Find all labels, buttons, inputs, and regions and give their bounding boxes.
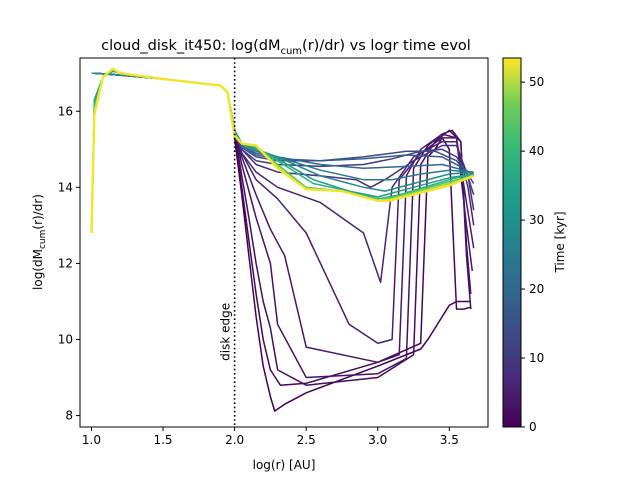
y-tick-label: 14 (58, 180, 73, 194)
plot-frame (79, 57, 489, 428)
colorbar-tick-label: 40 (529, 144, 544, 158)
y-axis: 8 10 12 14 16 (58, 104, 80, 423)
colorbar-tick-label: 0 (529, 420, 537, 434)
x-tick-label: 1.0 (82, 433, 101, 447)
colorbar-label: Time [kyr] (553, 211, 567, 273)
colorbar-tick-label: 50 (529, 75, 544, 89)
colorbar-tick-label: 10 (529, 351, 544, 365)
chart-title: cloud_disk_it450: log(dMcum(r)/dr) vs lo… (101, 38, 471, 57)
colorbar-tick-label: 30 (529, 213, 544, 227)
colorbar (502, 57, 522, 428)
x-tick-label: 2.0 (225, 433, 244, 447)
x-axis-label: log(r) [AU] (253, 458, 316, 472)
x-tick-label: 1.5 (153, 433, 172, 447)
series-line (90, 67, 475, 234)
disk-edge-label: disk edge (219, 303, 233, 361)
y-tick-label: 8 (65, 409, 73, 423)
colorbar-tick-label: 20 (529, 282, 544, 296)
colorbar-axis: 0 10 20 30 40 50 (521, 75, 544, 434)
y-tick-label: 16 (58, 104, 73, 118)
y-tick-label: 12 (58, 256, 73, 270)
x-tick-label: 2.5 (297, 433, 316, 447)
plot-area (80, 58, 488, 427)
y-tick-label: 10 (58, 333, 73, 347)
x-axis: 1.0 1.5 2.0 2.5 3.0 3.5 (82, 427, 459, 447)
series-group (90, 67, 475, 412)
x-tick-label: 3.0 (368, 433, 387, 447)
y-axis-label: log(dMcum(r)/dr) (31, 194, 48, 290)
x-tick-label: 3.5 (440, 433, 459, 447)
